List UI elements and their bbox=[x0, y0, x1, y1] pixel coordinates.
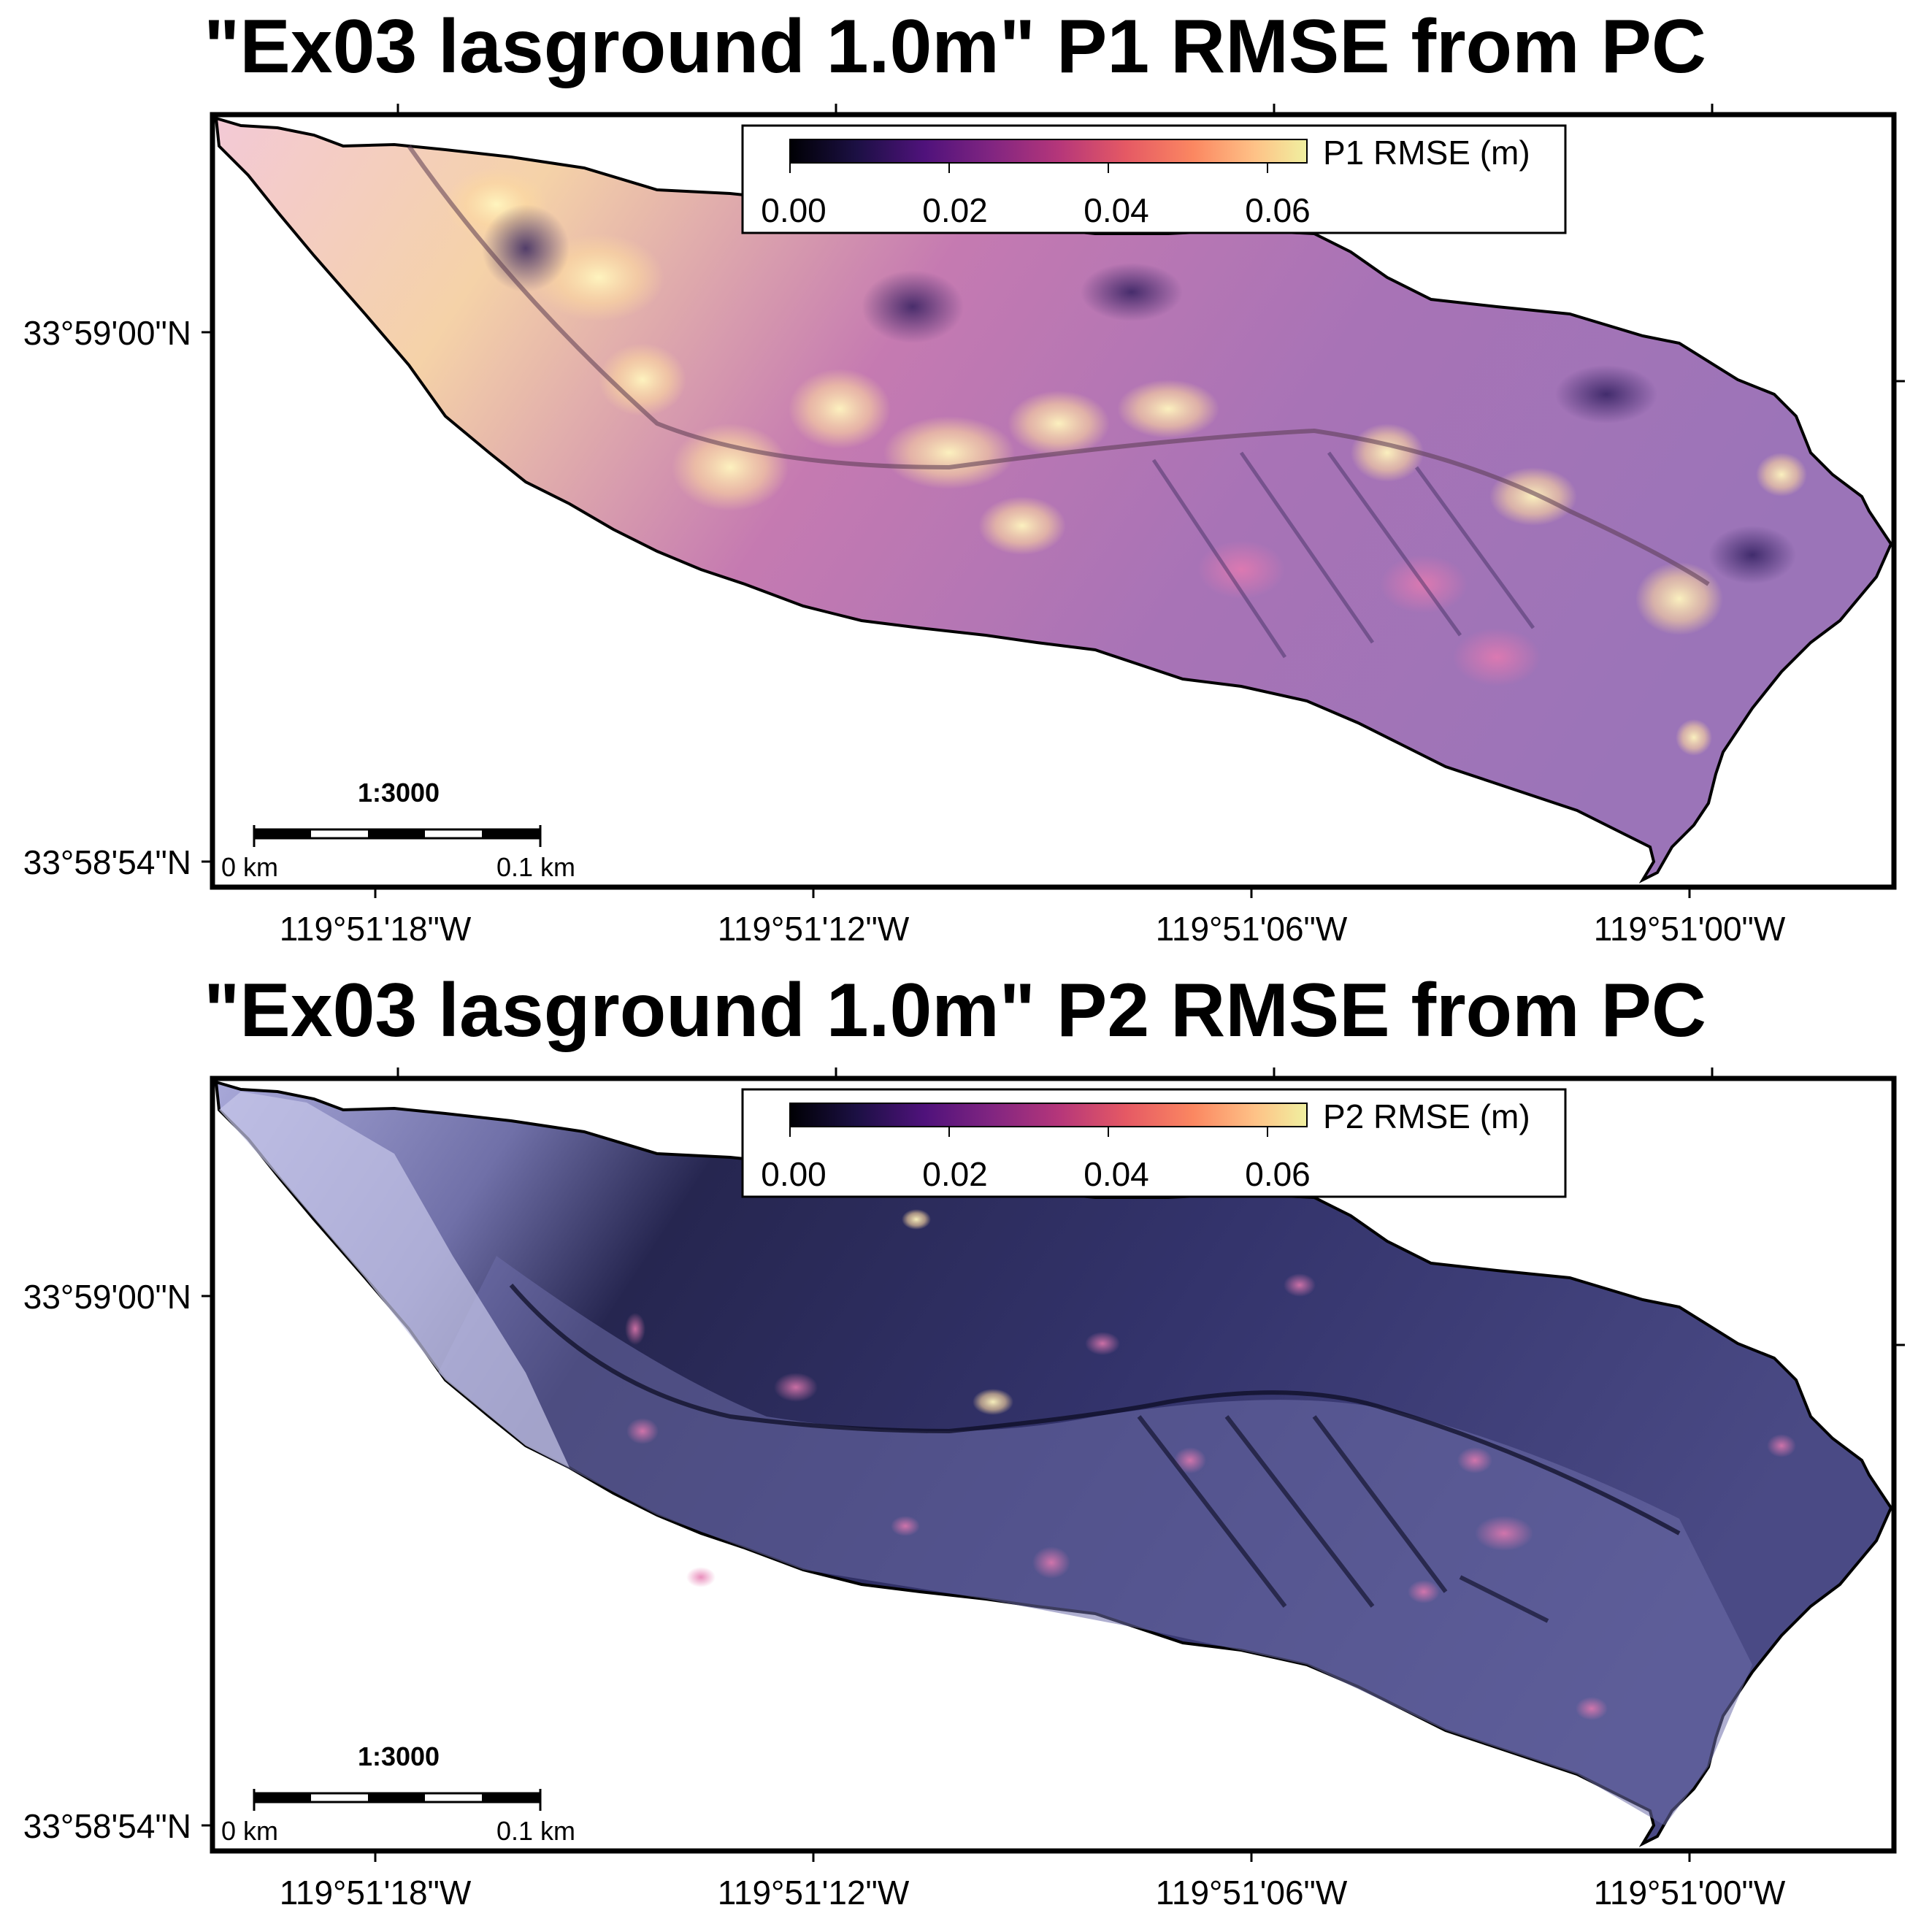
west-ridge-shade bbox=[219, 1092, 569, 1468]
scale-start-label: 0 km bbox=[221, 852, 279, 882]
map-panel-p2 bbox=[202, 1067, 1905, 1862]
colorbar-gradient bbox=[789, 1103, 1308, 1127]
scale-bar bbox=[253, 1789, 542, 1811]
south-slope-shade bbox=[438, 1256, 1752, 1825]
lon-tick-label: 119°51'00"W bbox=[1593, 910, 1786, 948]
rmse-hotspots bbox=[625, 1209, 1796, 1720]
gully-lines bbox=[1137, 1415, 1549, 1623]
colorbar-label-p1: P1 RMSE (m) bbox=[1323, 134, 1530, 172]
ridge-line bbox=[407, 145, 1710, 586]
scale-bar bbox=[253, 825, 542, 847]
map-panel-p1 bbox=[202, 104, 1905, 898]
frame-ticks bbox=[202, 1067, 1905, 1862]
rmse-hotspots bbox=[445, 168, 1807, 756]
colorbar-label-p2: P2 RMSE (m) bbox=[1323, 1097, 1530, 1135]
lon-tick-label: 119°51'12"W bbox=[717, 1874, 910, 1912]
lon-tick-label: 119°51'18"W bbox=[279, 1874, 472, 1912]
gully-lines bbox=[1151, 451, 1535, 659]
ridge-line bbox=[509, 1284, 1681, 1536]
scale-end-label: 0.1 km bbox=[496, 1816, 576, 1846]
colorbar-ticks bbox=[789, 163, 1268, 173]
colorbar-tick-label: 0.02 bbox=[922, 191, 988, 229]
colorbar-tick-label: 0.00 bbox=[761, 1155, 826, 1193]
lon-tick-label: 119°51'12"W bbox=[717, 910, 910, 948]
map-title-p2: "Ex03 lasground 1.0m" P2 RMSE from PC bbox=[204, 968, 1706, 1053]
lon-tick-label: 119°51'06"W bbox=[1155, 910, 1348, 948]
colorbar-tick-label: 0.02 bbox=[922, 1155, 988, 1193]
colorbar-gradient bbox=[789, 139, 1308, 164]
colorbar-ticks bbox=[789, 1127, 1268, 1137]
lat-tick-label: 33°59'00"N bbox=[23, 1278, 191, 1316]
colorbar-tick-label: 0.06 bbox=[1245, 191, 1311, 229]
colorbar-tick-label: 0.04 bbox=[1084, 1155, 1149, 1193]
scale-start-label: 0 km bbox=[221, 1816, 279, 1846]
colorbar-tick-label: 0.04 bbox=[1084, 191, 1149, 229]
lon-tick-label: 119°51'06"W bbox=[1155, 1874, 1348, 1912]
colorbar-tick-label: 0.00 bbox=[761, 191, 826, 229]
lon-tick-label: 119°51'18"W bbox=[279, 910, 472, 948]
scale-end-label: 0.1 km bbox=[496, 852, 576, 882]
lat-tick-label: 33°58'54"N bbox=[23, 1807, 191, 1845]
lat-tick-label: 33°59'00"N bbox=[23, 314, 191, 352]
map-title-p1: "Ex03 lasground 1.0m" P1 RMSE from PC bbox=[204, 4, 1706, 89]
colorbar-tick-label: 0.06 bbox=[1245, 1155, 1311, 1193]
scale-ratio: 1:3000 bbox=[357, 1741, 440, 1771]
frame-ticks bbox=[202, 104, 1905, 898]
lat-tick-label: 33°58'54"N bbox=[23, 843, 191, 881]
scale-ratio: 1:3000 bbox=[357, 778, 440, 808]
lon-tick-label: 119°51'00"W bbox=[1593, 1874, 1786, 1912]
